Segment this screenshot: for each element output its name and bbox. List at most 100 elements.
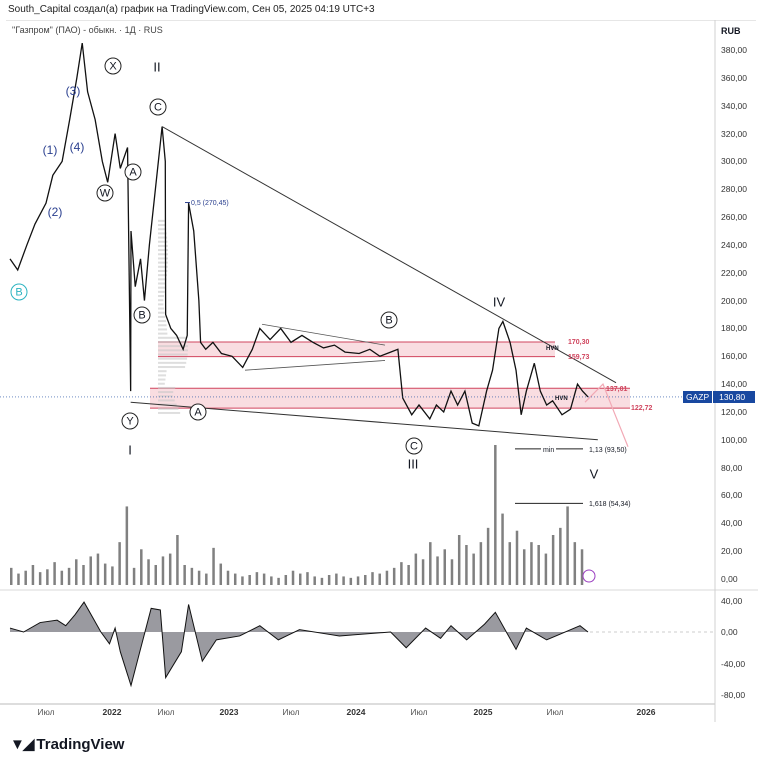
price-tick-label: 260,00 <box>721 212 747 223</box>
wave-label-x: X <box>104 57 122 75</box>
volume-profile-bar <box>158 249 168 252</box>
time-tick-label: Июл <box>157 707 175 717</box>
volume-bar <box>522 549 526 585</box>
min-label: min <box>541 447 557 454</box>
zone-bottom-high-label: 137,01 <box>606 386 628 393</box>
tradingview-logo[interactable]: ▼◢ TradingView <box>10 735 124 754</box>
volume-profile-bar <box>158 395 173 398</box>
price-tick-label: 100,00 <box>721 434 747 445</box>
volume-profile-bar <box>158 307 165 310</box>
price-line <box>9 42 589 427</box>
volume-bar <box>299 573 302 585</box>
volume-bar <box>349 577 353 585</box>
volume-profile-bar <box>158 320 167 323</box>
last-price: 130,80 <box>713 391 756 403</box>
wave-label-2: (2) <box>47 205 63 219</box>
price-tick-label: 120,00 <box>721 406 747 417</box>
price-tick-label: 140,00 <box>721 379 747 390</box>
volume-profile-bar <box>158 261 168 264</box>
oscillator-tick-label: -40,00 <box>721 658 746 669</box>
volume-bar <box>140 549 143 585</box>
zone-top-low-label: 159,73 <box>568 354 590 361</box>
wave-label-a: A <box>124 163 142 181</box>
volume-bar <box>147 559 150 585</box>
volume-profile-bar <box>158 253 168 256</box>
volume-profile-bar <box>158 274 167 277</box>
wave-label-c: C <box>149 98 167 116</box>
volume-profile-bar <box>158 340 188 343</box>
price-tick-label: 80,00 <box>721 462 743 473</box>
volume-profile-bar <box>158 403 177 406</box>
volume-profile-bar <box>158 236 168 239</box>
volume-profile-bar <box>158 349 188 352</box>
volume-bar <box>457 535 461 585</box>
volume-bar <box>494 445 497 585</box>
time-tick-label: Июл <box>37 707 55 717</box>
volume-bar <box>342 576 345 585</box>
price-tick-label: 320,00 <box>721 128 747 139</box>
time-tick-label: Июл <box>410 707 428 717</box>
volume-profile-bar <box>158 370 167 373</box>
volume-bar <box>479 542 483 585</box>
volume-bar <box>407 565 410 585</box>
time-tick-label: 2022 <box>102 707 122 717</box>
volume-bar <box>559 527 562 585</box>
volume-bar <box>537 545 540 585</box>
time-tick-label: 2023 <box>219 707 239 717</box>
volume-bar <box>472 553 475 585</box>
currency-label: RUB <box>721 26 741 36</box>
volume-profile-bar <box>158 311 165 314</box>
wave-label-c2: C <box>405 437 423 455</box>
volume-bar <box>183 565 186 585</box>
volume-bar <box>443 549 446 585</box>
fib-05-label: 0,5 (270,45) <box>191 200 229 207</box>
volume-profile-bar <box>158 244 168 247</box>
projection-path <box>584 383 629 447</box>
wave-label-v: V <box>589 466 599 482</box>
wave-label-1: (1) <box>42 143 58 157</box>
target-113-label: 1,13 (93,50) <box>589 447 627 454</box>
volume-bar <box>197 570 201 585</box>
oscillator-tick-label: 40,00 <box>721 595 743 606</box>
volume-profile-bar <box>158 382 165 385</box>
volume-bar <box>60 570 64 585</box>
price-zone <box>158 341 555 357</box>
oscillator-area <box>10 602 588 686</box>
volume-bar <box>465 545 468 585</box>
volume-bar <box>486 527 490 585</box>
volume-profile-bar <box>158 345 188 348</box>
price-tick-label: 300,00 <box>721 156 747 167</box>
volume-profile-bar <box>158 240 168 243</box>
volume-profile-bar <box>158 232 167 235</box>
volume-profile-bar <box>158 295 165 298</box>
volume-profile-bar <box>158 228 167 231</box>
time-tick-label: 2025 <box>473 707 493 717</box>
volume-bar <box>75 559 78 585</box>
volume-bar <box>566 506 569 585</box>
price-tick-label: 20,00 <box>721 546 743 557</box>
volume-bar <box>508 542 512 585</box>
volume-profile-bar <box>158 378 166 381</box>
volume-bar <box>371 572 374 585</box>
price-tick-label: 280,00 <box>721 184 747 195</box>
volume-profile-bar <box>158 278 167 281</box>
volume-bar <box>313 576 316 585</box>
volume-profile-bar <box>158 224 166 227</box>
volume-bar <box>233 573 237 585</box>
lightning-icon <box>582 569 596 583</box>
volume-bar <box>306 572 309 585</box>
ticker-tag: GAZP <box>683 391 713 403</box>
b-wave-lower-line <box>244 360 386 371</box>
chart-caption: South_Capital создал(а) график на Tradin… <box>8 4 375 15</box>
time-tick-label: Июл <box>282 707 300 717</box>
volume-bar <box>168 553 172 585</box>
volume-bar <box>89 556 92 585</box>
volume-bar <box>82 565 85 585</box>
wave-label-i: I <box>128 442 132 458</box>
volume-profile-bar <box>158 361 187 364</box>
wave-label-b: B <box>133 306 151 324</box>
volume-profile-bar <box>158 332 168 335</box>
volume-bar <box>67 567 71 585</box>
price-tick-label: 360,00 <box>721 72 747 83</box>
